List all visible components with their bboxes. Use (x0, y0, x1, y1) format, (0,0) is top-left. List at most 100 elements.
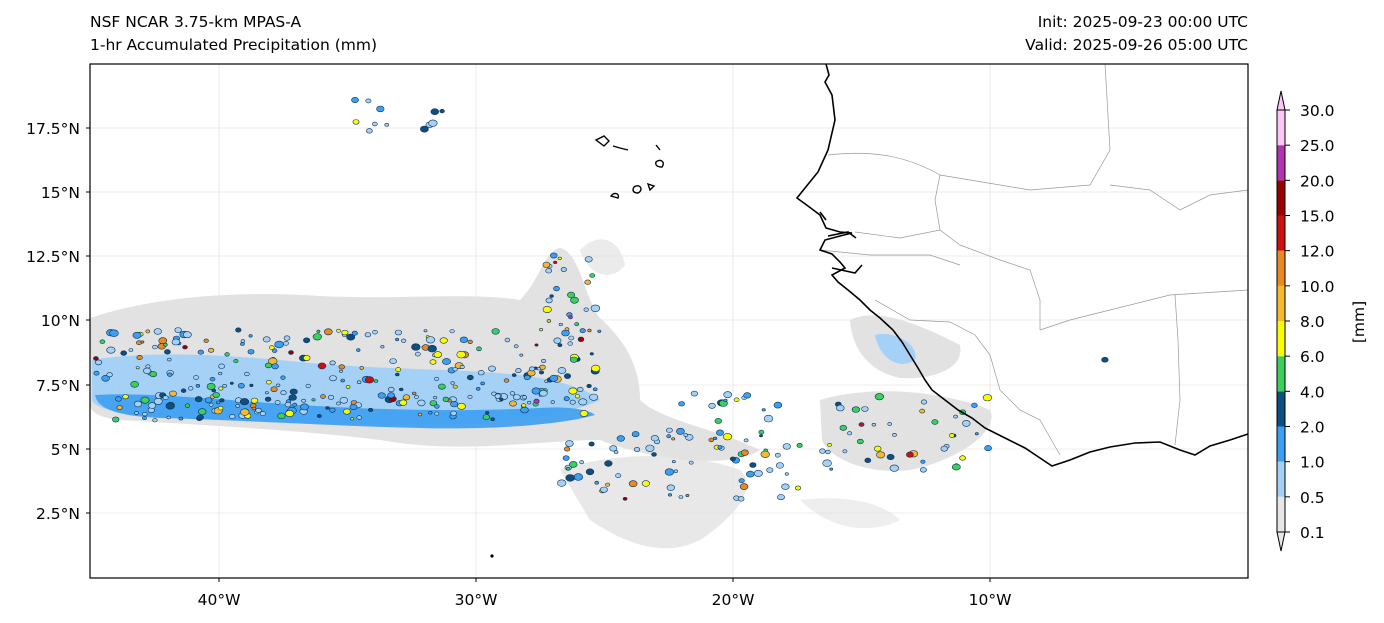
precip-cell (749, 462, 757, 468)
colorbar-tick-label: 25.0 (1300, 137, 1335, 155)
precip-cell (664, 468, 675, 476)
precip-cell (560, 267, 567, 272)
precip-cell (549, 374, 559, 382)
precip-cell (574, 394, 581, 399)
precip-cell (300, 403, 309, 411)
colorbar-segment (1277, 215, 1285, 251)
precip-cell (284, 402, 292, 408)
precip-cell (688, 460, 694, 465)
precip-cell (450, 410, 457, 416)
precip-cell (428, 119, 438, 127)
precip-cell (920, 459, 926, 464)
precip-cell (128, 348, 134, 352)
precip-cell (565, 474, 575, 482)
precip-cell (753, 469, 763, 477)
precip-cell (622, 496, 628, 501)
precip-cell (609, 445, 618, 452)
precip-cell (425, 336, 436, 344)
precip-cell (136, 354, 143, 360)
precip-cell (336, 328, 341, 333)
colorbar-tick-label: 30.0 (1300, 102, 1335, 120)
precip-cell (112, 416, 120, 423)
field-title: 1-hr Accumulated Precipitation (mm) (90, 36, 377, 54)
lon-labels: 40°W 30°W 20°W 10°W (198, 591, 1012, 609)
precip-cell (589, 273, 596, 278)
precip-cell (568, 315, 573, 320)
precip-cell (122, 394, 129, 400)
precip-cell (153, 328, 162, 335)
precip-cell (162, 395, 169, 401)
precip-cell (384, 123, 390, 127)
colorbar-segment (1277, 321, 1285, 357)
precip-cell (240, 342, 245, 346)
precip-cell (563, 396, 570, 402)
precip-cell (434, 411, 440, 416)
precip-cell (887, 422, 893, 426)
precip-cell (368, 407, 374, 412)
precip-cell (716, 429, 724, 436)
precip-cell (466, 374, 474, 381)
precip-cell (193, 375, 199, 380)
precip-cell (442, 396, 450, 403)
cape-verde-islands (594, 135, 665, 199)
precip-cell (563, 373, 571, 379)
precip-cell (569, 461, 578, 468)
precip-cell (301, 398, 306, 403)
precip-cell (531, 387, 541, 395)
precip-cell (584, 256, 593, 263)
precip-cell (402, 394, 411, 401)
precip-cell (364, 376, 374, 384)
colorbar-extend-bottom (1276, 531, 1286, 552)
precip-cell (589, 352, 594, 356)
precip-cell (587, 328, 592, 333)
precip-cell (93, 370, 100, 376)
colorbar-segment (1277, 250, 1285, 286)
precip-cell (671, 460, 676, 464)
precip-cell (567, 341, 573, 346)
precip-cell (892, 432, 897, 437)
precip-cell (164, 349, 171, 355)
precip-cell (427, 345, 437, 353)
precip-cell (414, 351, 421, 357)
precip-cell (577, 336, 585, 343)
precip-cell (218, 371, 223, 376)
lon-label: 40°W (198, 591, 241, 609)
precip-cell (166, 415, 171, 420)
precip-cell (906, 451, 914, 458)
precip-cell (781, 483, 790, 490)
precip-cell (864, 457, 872, 464)
precip-cell (521, 395, 527, 400)
precip-cell (641, 480, 651, 487)
precip-cell (452, 384, 458, 389)
precip-cell (430, 108, 439, 115)
precip-cell (971, 402, 978, 408)
colorbar-extend-top (1276, 90, 1286, 111)
precip-cell (142, 412, 148, 417)
precip-cell (1101, 356, 1109, 363)
precip-cell (285, 409, 294, 417)
precip-cell (949, 433, 955, 438)
precip-cell (628, 480, 638, 488)
precip-cell (889, 464, 899, 472)
precip-cell (229, 413, 236, 419)
precip-cell (288, 350, 294, 355)
precip-cell (271, 348, 278, 353)
precip-cell (562, 455, 570, 461)
precip-cell (339, 396, 348, 404)
precip-cell (414, 395, 419, 399)
precip-cell (533, 398, 540, 404)
model-title: NSF NCAR 3.75-km MPAS-A (90, 13, 302, 31)
precip-cell (511, 373, 517, 377)
precip-cell (194, 396, 203, 403)
precip-cell (316, 414, 322, 418)
precip-cell (317, 362, 327, 370)
precip-cell (825, 449, 831, 455)
precip-cell (376, 105, 385, 113)
precip-cell (271, 363, 279, 370)
precip-cell (574, 322, 580, 327)
precip-cell (196, 414, 204, 420)
precip-cell (959, 455, 966, 461)
precip-cell (394, 329, 403, 336)
precip-cell (417, 399, 426, 407)
